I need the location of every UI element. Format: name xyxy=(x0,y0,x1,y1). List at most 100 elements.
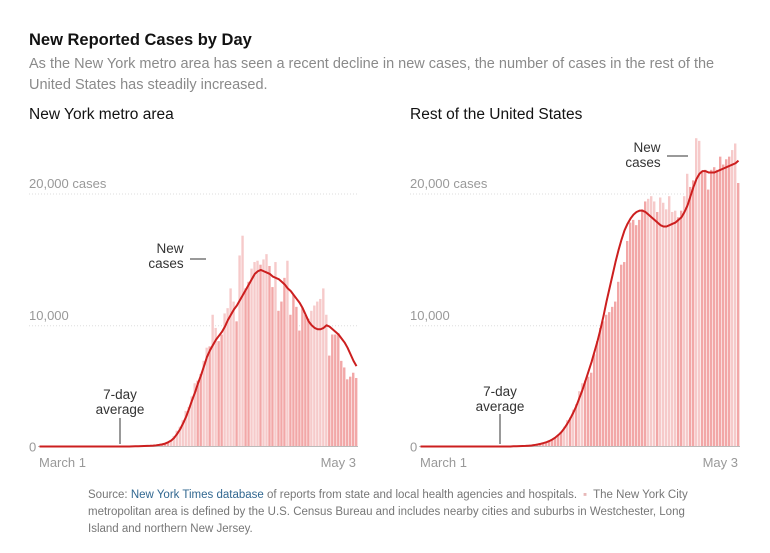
bar-us xyxy=(617,281,620,447)
source-rest: of reports from state and local health a… xyxy=(263,489,578,501)
bar-us xyxy=(575,404,578,447)
annotation-average-us: average xyxy=(476,399,525,414)
x-tick-label-ny: May 3 xyxy=(321,455,356,470)
bar-us xyxy=(641,209,644,447)
bar-ny xyxy=(166,442,169,447)
bar-us xyxy=(557,434,560,447)
panel-title-ny: New York metro area xyxy=(29,106,174,123)
bar-ny xyxy=(184,410,187,447)
bar-ny xyxy=(223,313,226,447)
bar-us xyxy=(560,432,563,447)
bar-ny xyxy=(175,430,178,447)
bar-us xyxy=(545,442,548,447)
bar-ny xyxy=(313,305,316,447)
bar-ny xyxy=(229,288,232,447)
bar-us xyxy=(689,186,692,447)
bar-us xyxy=(569,417,572,447)
bar-ny xyxy=(352,372,355,447)
bar-us xyxy=(623,262,626,447)
bar-ny xyxy=(178,426,181,447)
source-link[interactable]: New York Times database xyxy=(130,489,264,501)
bar-us xyxy=(614,301,617,447)
bar-us xyxy=(665,209,668,447)
bar-ny xyxy=(265,254,268,447)
bar-ny xyxy=(289,314,292,447)
y-tick-label-ny: 10,000 xyxy=(29,308,69,323)
annotation-average-ny: 7-day xyxy=(103,387,137,402)
bar-ny xyxy=(235,321,238,447)
bar-ny xyxy=(280,301,283,447)
annotation-new-cases-ny: New xyxy=(156,241,183,256)
chart-title: New Reported Cases by Day xyxy=(29,31,252,49)
bar-us xyxy=(716,169,719,447)
bar-us xyxy=(608,312,611,447)
bar-us xyxy=(596,341,599,447)
bar-ny xyxy=(322,288,325,447)
bar-us xyxy=(680,210,683,447)
source-definition-note: The New York City metropolitan area is d… xyxy=(88,489,688,535)
bar-us xyxy=(677,217,680,447)
bar-ny xyxy=(316,301,319,447)
bar-ny xyxy=(163,443,166,447)
bar-us xyxy=(548,441,551,447)
bar-ny xyxy=(304,314,307,447)
bar-us xyxy=(605,314,608,447)
bar-us xyxy=(629,222,632,447)
bar-ny xyxy=(319,298,322,447)
bar-ny xyxy=(292,294,295,447)
bar-us xyxy=(581,383,584,447)
bar-us xyxy=(674,210,677,447)
bar-us xyxy=(653,201,656,447)
bar-ny xyxy=(355,377,358,447)
bar-ny xyxy=(205,347,208,447)
bar-us xyxy=(593,354,596,447)
bar-us xyxy=(734,143,737,447)
bar-ny xyxy=(340,360,343,447)
bar-ny xyxy=(346,379,349,447)
bar-us xyxy=(563,426,566,447)
bar-ny xyxy=(286,260,289,447)
bar-us xyxy=(659,197,662,447)
bar-ny xyxy=(202,360,205,447)
bar-ny xyxy=(214,327,217,447)
bar-us xyxy=(644,201,647,447)
x-tick-label-ny: March 1 xyxy=(39,455,86,470)
bar-ny xyxy=(220,334,223,447)
bar-ny xyxy=(268,266,271,447)
bar-ny xyxy=(208,346,211,447)
bar-us xyxy=(719,156,722,447)
bar-ny xyxy=(334,334,337,447)
bar-ny xyxy=(274,262,277,447)
source-prefix: Source: xyxy=(88,489,131,501)
bar-ny xyxy=(196,380,199,447)
bar-us xyxy=(707,189,710,447)
bar-ny xyxy=(217,341,220,447)
y-tick-label-us: 0 xyxy=(410,440,417,455)
bar-ny xyxy=(181,420,184,447)
bar-us xyxy=(626,240,629,447)
y-tick-label-us: 20,000 cases xyxy=(410,176,488,191)
bar-ny xyxy=(244,288,247,447)
chart-subtitle: As the New York metro area has seen a re… xyxy=(29,56,715,93)
bar-us xyxy=(704,169,707,447)
bar-ny xyxy=(343,367,346,447)
bar-us xyxy=(647,198,650,447)
x-tick-label-us: May 3 xyxy=(703,455,738,470)
bar-ny xyxy=(295,306,298,447)
bar-us xyxy=(635,225,638,447)
bar-us xyxy=(731,150,734,447)
bar-us xyxy=(701,172,704,447)
bar-ny xyxy=(328,355,331,447)
bar-ny xyxy=(325,314,328,447)
bar-ny xyxy=(211,314,214,447)
bar-ny xyxy=(190,396,193,447)
bar-ny xyxy=(262,259,265,447)
bar-us xyxy=(650,196,653,447)
bar-ny xyxy=(307,318,310,447)
bar-us xyxy=(722,164,725,447)
bar-us xyxy=(611,306,614,447)
annotation-new-cases-us: New xyxy=(633,140,660,155)
bar-us xyxy=(590,372,593,447)
x-tick-label-us: March 1 xyxy=(420,455,467,470)
